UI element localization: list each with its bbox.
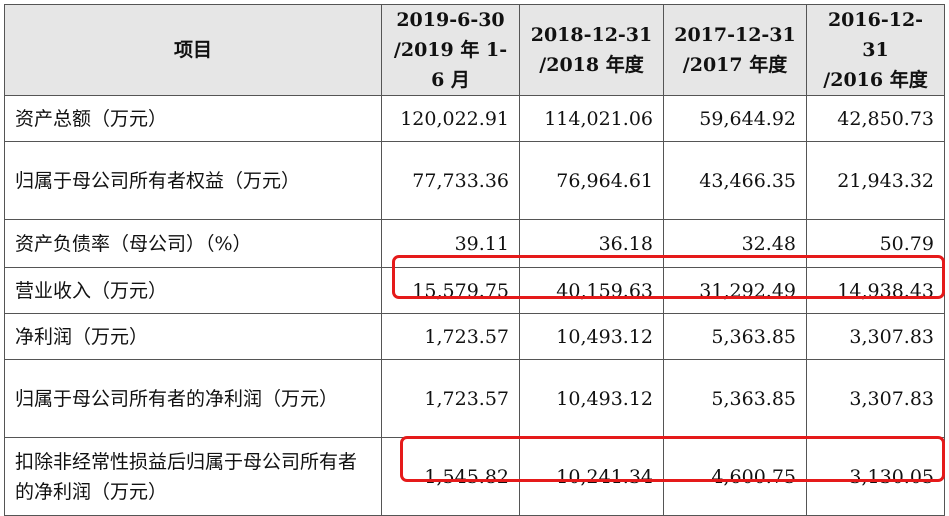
cell-value: 43,466.35: [663, 141, 807, 220]
cell-value: 21,943.32: [806, 141, 945, 220]
row-net-profit: 净利润（万元） 1,723.57 10,493.12 5,363.85 3,30…: [4, 313, 945, 360]
row-adjusted-net-profit: 扣除非经常性损益后归属于母公司所有者的净利润（万元） 1,545.82 10,2…: [4, 437, 945, 516]
row-revenue: 营业收入（万元） 15,579.75 40,159.63 31,292.49 1…: [4, 267, 945, 314]
header-col-line1: 2017-12-31: [674, 24, 796, 46]
row-debt-ratio: 资产负债率（母公司）（%） 39.11 36.18 32.48 50.79: [4, 219, 945, 268]
header-col-line1: 2019-6-30: [396, 9, 505, 31]
financial-table: 项目 2019-6-30 /2019 年 1-6 月 2018-12-31 /2…: [4, 4, 945, 516]
cell-value: 77,733.36: [381, 141, 520, 220]
cell-value: 114,021.06: [519, 95, 664, 142]
cell-value: 42,850.73: [806, 95, 945, 142]
header-label: 项目: [4, 4, 382, 96]
cell-value: 14,938.43: [806, 267, 945, 314]
header-col-line2: /2017 年度: [682, 54, 788, 76]
cell-value: 3,130.05: [806, 437, 945, 516]
cell-value: 50.79: [806, 219, 945, 268]
cell-value: 1,723.57: [381, 313, 520, 360]
cell-value: 36.18: [519, 219, 664, 268]
cell-value: 31,292.49: [663, 267, 807, 314]
cell-value: 120,022.91: [381, 95, 520, 142]
row-label: 净利润（万元）: [4, 313, 382, 360]
cell-value: 15,579.75: [381, 267, 520, 314]
header-col-line2: /2019 年 1-6 月: [393, 39, 508, 91]
cell-value: 59,644.92: [663, 95, 807, 142]
cell-value: 4,600.75: [663, 437, 807, 516]
row-label: 资产总额（万元）: [4, 95, 382, 142]
cell-value: 1,545.82: [381, 437, 520, 516]
header-col-line2: /2016 年度: [823, 69, 928, 91]
header-row: 项目 2019-6-30 /2019 年 1-6 月 2018-12-31 /2…: [4, 4, 945, 96]
cell-value: 39.11: [381, 219, 520, 268]
header-col-line1: 2016-12-31: [827, 9, 924, 61]
cell-value: 3,307.83: [806, 359, 945, 438]
row-label: 归属于母公司所有者权益（万元）: [4, 141, 382, 220]
cell-value: 10,493.12: [519, 359, 664, 438]
header-col-2016: 2016-12-31 /2016 年度: [806, 4, 945, 96]
row-label: 扣除非经常性损益后归属于母公司所有者的净利润（万元）: [4, 437, 382, 516]
row-label: 资产负债率（母公司）（%）: [4, 219, 382, 268]
row-label: 营业收入（万元）: [4, 267, 382, 314]
cell-value: 10,241.34: [519, 437, 664, 516]
cell-value: 5,363.85: [663, 359, 807, 438]
row-label: 归属于母公司所有者的净利润（万元）: [4, 359, 382, 438]
cell-value: 10,493.12: [519, 313, 664, 360]
row-total-assets: 资产总额（万元） 120,022.91 114,021.06 59,644.92…: [4, 95, 945, 142]
header-col-2019: 2019-6-30 /2019 年 1-6 月: [381, 4, 520, 96]
header-col-line2: /2018 年度: [539, 54, 644, 76]
header-col-2018: 2018-12-31 /2018 年度: [519, 4, 664, 96]
header-col-2017: 2017-12-31 /2017 年度: [663, 4, 807, 96]
row-parent-net-profit: 归属于母公司所有者的净利润（万元） 1,723.57 10,493.12 5,3…: [4, 359, 945, 438]
cell-value: 76,964.61: [519, 141, 664, 220]
cell-value: 32.48: [663, 219, 807, 268]
header-col-line1: 2018-12-31: [530, 24, 653, 46]
row-parent-equity: 归属于母公司所有者权益（万元） 77,733.36 76,964.61 43,4…: [4, 141, 945, 220]
cell-value: 1,723.57: [381, 359, 520, 438]
cell-value: 5,363.85: [663, 313, 807, 360]
cell-value: 3,307.83: [806, 313, 945, 360]
cell-value: 40,159.63: [519, 267, 664, 314]
